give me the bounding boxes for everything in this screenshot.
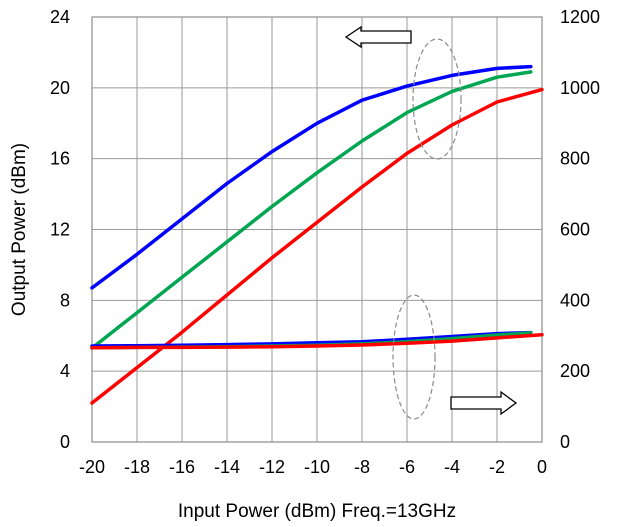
y-right-tick-label: 400 xyxy=(560,290,590,310)
x-tick-label: -4 xyxy=(444,457,460,477)
series-line-1 xyxy=(90,64,533,290)
y-left-tick-label: 0 xyxy=(60,432,70,452)
series-line-2 xyxy=(90,70,533,350)
right-series-ellipse xyxy=(392,294,436,420)
plot-area-border xyxy=(91,16,543,443)
x-tick-label: -2 xyxy=(489,457,505,477)
y-left-tick-labels: 0 4 8 12 16 20 24 xyxy=(50,7,70,452)
y-left-tick-label: 16 xyxy=(50,149,70,169)
left-series-ellipse xyxy=(412,38,462,160)
x-tick-label: -8 xyxy=(354,457,370,477)
y-axis-title-left: Output Power (dBm) xyxy=(9,143,30,316)
annotation-layer xyxy=(344,25,518,420)
y-left-tick-label: 24 xyxy=(50,7,70,27)
y-right-tick-label: 200 xyxy=(560,361,590,381)
x-tick-label: -20 xyxy=(79,457,105,477)
y-right-tick-label: 800 xyxy=(560,149,590,169)
y-left-tick-label: 4 xyxy=(60,361,70,381)
x-tick-label: -6 xyxy=(399,457,415,477)
x-tick-label: -18 xyxy=(124,457,150,477)
x-tick-label: 0 xyxy=(537,457,547,477)
series-line-4 xyxy=(90,330,533,348)
right-axis-arrow xyxy=(450,390,518,416)
left-axis-arrow xyxy=(344,25,412,49)
series-line-6 xyxy=(90,332,544,350)
y-left-tick-label: 8 xyxy=(60,290,70,310)
y-right-tick-label: 1000 xyxy=(560,78,600,98)
x-axis-title: Input Power (dBm) Freq.=13GHz xyxy=(178,501,456,522)
y-right-tick-label: 1200 xyxy=(560,7,600,27)
y-left-tick-label: 12 xyxy=(50,220,70,240)
y-left-tick-label: 20 xyxy=(50,78,70,98)
x-tick-label: -12 xyxy=(259,457,285,477)
y-right-tick-label: 0 xyxy=(560,432,570,452)
y-right-tick-label: 600 xyxy=(560,220,590,240)
x-tick-label: -16 xyxy=(169,457,195,477)
x-tick-labels: -20 -18 -16 -14 -12 -10 -8 -6 -4 -2 0 xyxy=(79,457,547,477)
y-right-tick-labels: 0 200 400 600 800 1000 1200 xyxy=(560,7,600,452)
x-tick-label: -14 xyxy=(214,457,240,477)
x-tick-label: -10 xyxy=(304,457,330,477)
series-layer xyxy=(90,64,544,405)
grid xyxy=(91,16,543,443)
